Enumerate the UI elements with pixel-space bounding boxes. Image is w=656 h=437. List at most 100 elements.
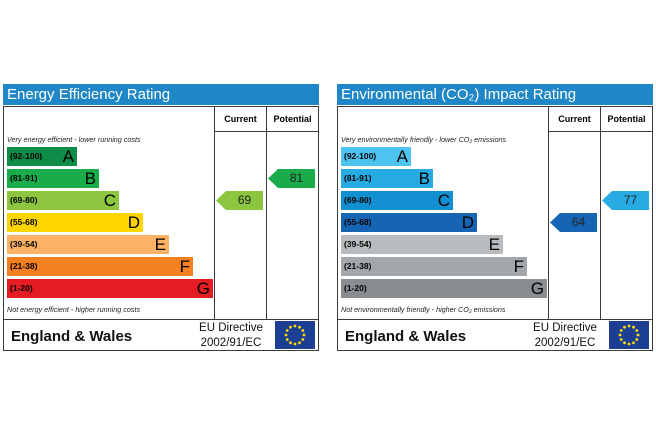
potential-column-header: Potential (273, 114, 312, 124)
footer-directive: EU Directive 2002/91/EC (528, 321, 602, 351)
band-letter: A (396, 147, 408, 166)
band-range-label: (92-100) (344, 151, 377, 161)
rating-band-a: (92-100) A (341, 147, 411, 166)
band-range-label: (1-20) (344, 283, 367, 293)
panel-title: Energy Efficiency Rating (3, 84, 319, 105)
flag-star (301, 329, 305, 332)
flag-star (289, 341, 292, 345)
panel-title: Environmental (CO₂) Impact Rating (337, 84, 653, 105)
directive-line-2: 2002/91/EC (534, 337, 596, 349)
directive-line-1: EU Directive (199, 322, 263, 334)
footer-divider (338, 319, 652, 320)
bottom-note: Not energy efficient - higher running co… (7, 305, 141, 314)
band-letter: G (530, 279, 544, 298)
flag-star (298, 325, 301, 329)
rating-band-b: (81-91) B (7, 169, 99, 188)
environmental-impact-panel: Environmental (CO₂) Impact Rating Curren… (337, 84, 653, 351)
header-divider (214, 131, 318, 132)
footer-directive: EU Directive 2002/91/EC (194, 321, 268, 351)
bottom-note: Not environmentally friendly - higher CO… (341, 305, 506, 314)
header-divider (548, 131, 652, 132)
column-divider (600, 107, 601, 319)
band-letter: D (127, 213, 140, 232)
band-letter: A (62, 147, 74, 166)
eu-flag-icon (275, 321, 315, 349)
flag-star (618, 333, 622, 337)
directive-line-1: EU Directive (533, 322, 597, 334)
band-letter: C (103, 191, 116, 210)
flag-star (623, 325, 626, 329)
flag-star (636, 333, 640, 337)
band-range-label: (81-91) (344, 173, 372, 183)
top-note: Very environmentally friendly - lower CO… (341, 135, 507, 144)
flag-star (627, 342, 631, 346)
flag-star (293, 342, 297, 346)
flag-star (285, 329, 289, 332)
rating-band-g: (1-20) G (7, 279, 213, 298)
rating-band-d: (55-68) D (341, 213, 477, 232)
flag-star (301, 338, 305, 341)
current-rating-arrow-value: 69 (237, 193, 252, 207)
potential-rating-arrow: 77 (602, 191, 649, 210)
band-range-label: (69-80) (344, 195, 372, 205)
rating-band-f: (21-38) F (7, 257, 193, 276)
band-letter: F (513, 257, 524, 276)
current-rating-arrow: 69 (216, 191, 263, 210)
flag-star (289, 325, 292, 329)
band-range-label: (55-68) (10, 217, 38, 227)
current-column-header: Current (558, 114, 591, 124)
footer-divider (4, 319, 318, 320)
column-divider (548, 107, 549, 319)
potential-rating-arrow-value: 81 (289, 171, 304, 185)
current-column-header: Current (224, 114, 257, 124)
band-letter: G (196, 279, 210, 298)
energy-efficiency-panel: Energy Efficiency Rating Current Potenti… (3, 84, 319, 351)
flag-star (632, 325, 635, 329)
potential-rating-arrow: 81 (268, 169, 315, 188)
potential-rating-arrow-shape (602, 191, 649, 210)
potential-rating-arrow-value: 77 (623, 193, 638, 207)
rating-band-e: (39-54) E (7, 235, 169, 254)
flag-star (635, 329, 639, 332)
footer-country: England & Wales (345, 328, 467, 345)
rating-band-c: (69-80) C (7, 191, 119, 210)
flag-star (632, 341, 635, 345)
top-note: Very energy efficient - lower running co… (7, 135, 141, 144)
band-letter: F (179, 257, 190, 276)
band-letter: B (418, 169, 430, 188)
rating-frame: Current Potential Very environmentally f… (337, 106, 653, 351)
flag-star (302, 333, 306, 337)
rating-band-b: (81-91) B (341, 169, 433, 188)
band-range-label: (39-54) (344, 239, 372, 249)
footer-country: England & Wales (11, 328, 133, 345)
flag-star (298, 341, 301, 345)
rating-band-f: (21-38) F (341, 257, 527, 276)
rating-band-a: (92-100) A (7, 147, 77, 166)
column-divider (266, 107, 267, 319)
current-rating-arrow-shape (550, 213, 597, 232)
column-divider (214, 107, 215, 319)
flag-star (284, 333, 288, 337)
flag-star (619, 329, 623, 332)
directive-line-2: 2002/91/EC (200, 337, 262, 349)
potential-column-header: Potential (607, 114, 646, 124)
band-letter: B (84, 169, 96, 188)
band-range-label: (21-38) (344, 261, 372, 271)
rating-frame: Current Potential Very energy efficient … (3, 106, 319, 351)
band-range-label: (39-54) (10, 239, 38, 249)
band-letter: C (437, 191, 450, 210)
band-range-label: (69-80) (10, 195, 38, 205)
current-rating-arrow-value: 64 (571, 215, 586, 229)
band-range-label: (81-91) (10, 173, 38, 183)
band-letter: E (488, 235, 500, 254)
potential-rating-arrow-shape (268, 169, 315, 188)
rating-band-c: (69-80) C (341, 191, 453, 210)
band-range-label: (1-20) (10, 283, 33, 293)
band-letter: D (461, 213, 474, 232)
current-rating-arrow: 64 (550, 213, 597, 232)
rating-band-g: (1-20) G (341, 279, 547, 298)
band-letter: E (154, 235, 166, 254)
flag-star (285, 338, 289, 341)
flag-star (619, 338, 623, 341)
flag-star (293, 324, 297, 328)
